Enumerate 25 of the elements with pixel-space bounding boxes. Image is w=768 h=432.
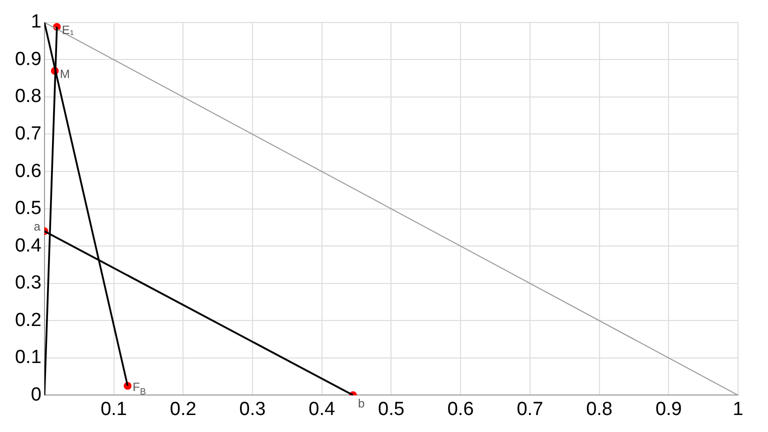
y-tick-label: 0.9	[14, 48, 42, 70]
y-tick-label: 0	[30, 384, 42, 406]
annotation: E₁	[62, 23, 74, 38]
annotation: M	[60, 67, 70, 82]
y-tick-label: 0.1	[14, 347, 42, 368]
x-tick-label: 0.1	[100, 398, 127, 420]
y-tick-label: 1	[30, 12, 42, 33]
annotation: a	[34, 219, 41, 234]
x-tick-label: 0.5	[378, 398, 404, 420]
y-tick-label: 0.8	[14, 86, 42, 108]
x-tick-label: 0.6	[447, 398, 474, 420]
x-tick-label: 0.9	[655, 398, 682, 420]
x-tick-label: 0.4	[308, 398, 336, 420]
x-tick-label: 0.2	[170, 398, 196, 420]
y-tick-label: 0.4	[14, 235, 42, 256]
x-tick-label: 0.7	[516, 398, 544, 420]
x-tick-label: 0.3	[239, 398, 266, 420]
annotation: b	[358, 396, 366, 411]
y-tick-label: 0.6	[14, 160, 42, 182]
x-tick-label: 1	[732, 398, 744, 420]
y-tick-label: 0.2	[14, 310, 42, 331]
y-tick-label: 0.5	[14, 198, 42, 220]
x-tick-label: 0.8	[586, 398, 612, 420]
y-tick-label: 0.7	[14, 123, 42, 144]
y-tick-label: 0.3	[14, 272, 42, 294]
